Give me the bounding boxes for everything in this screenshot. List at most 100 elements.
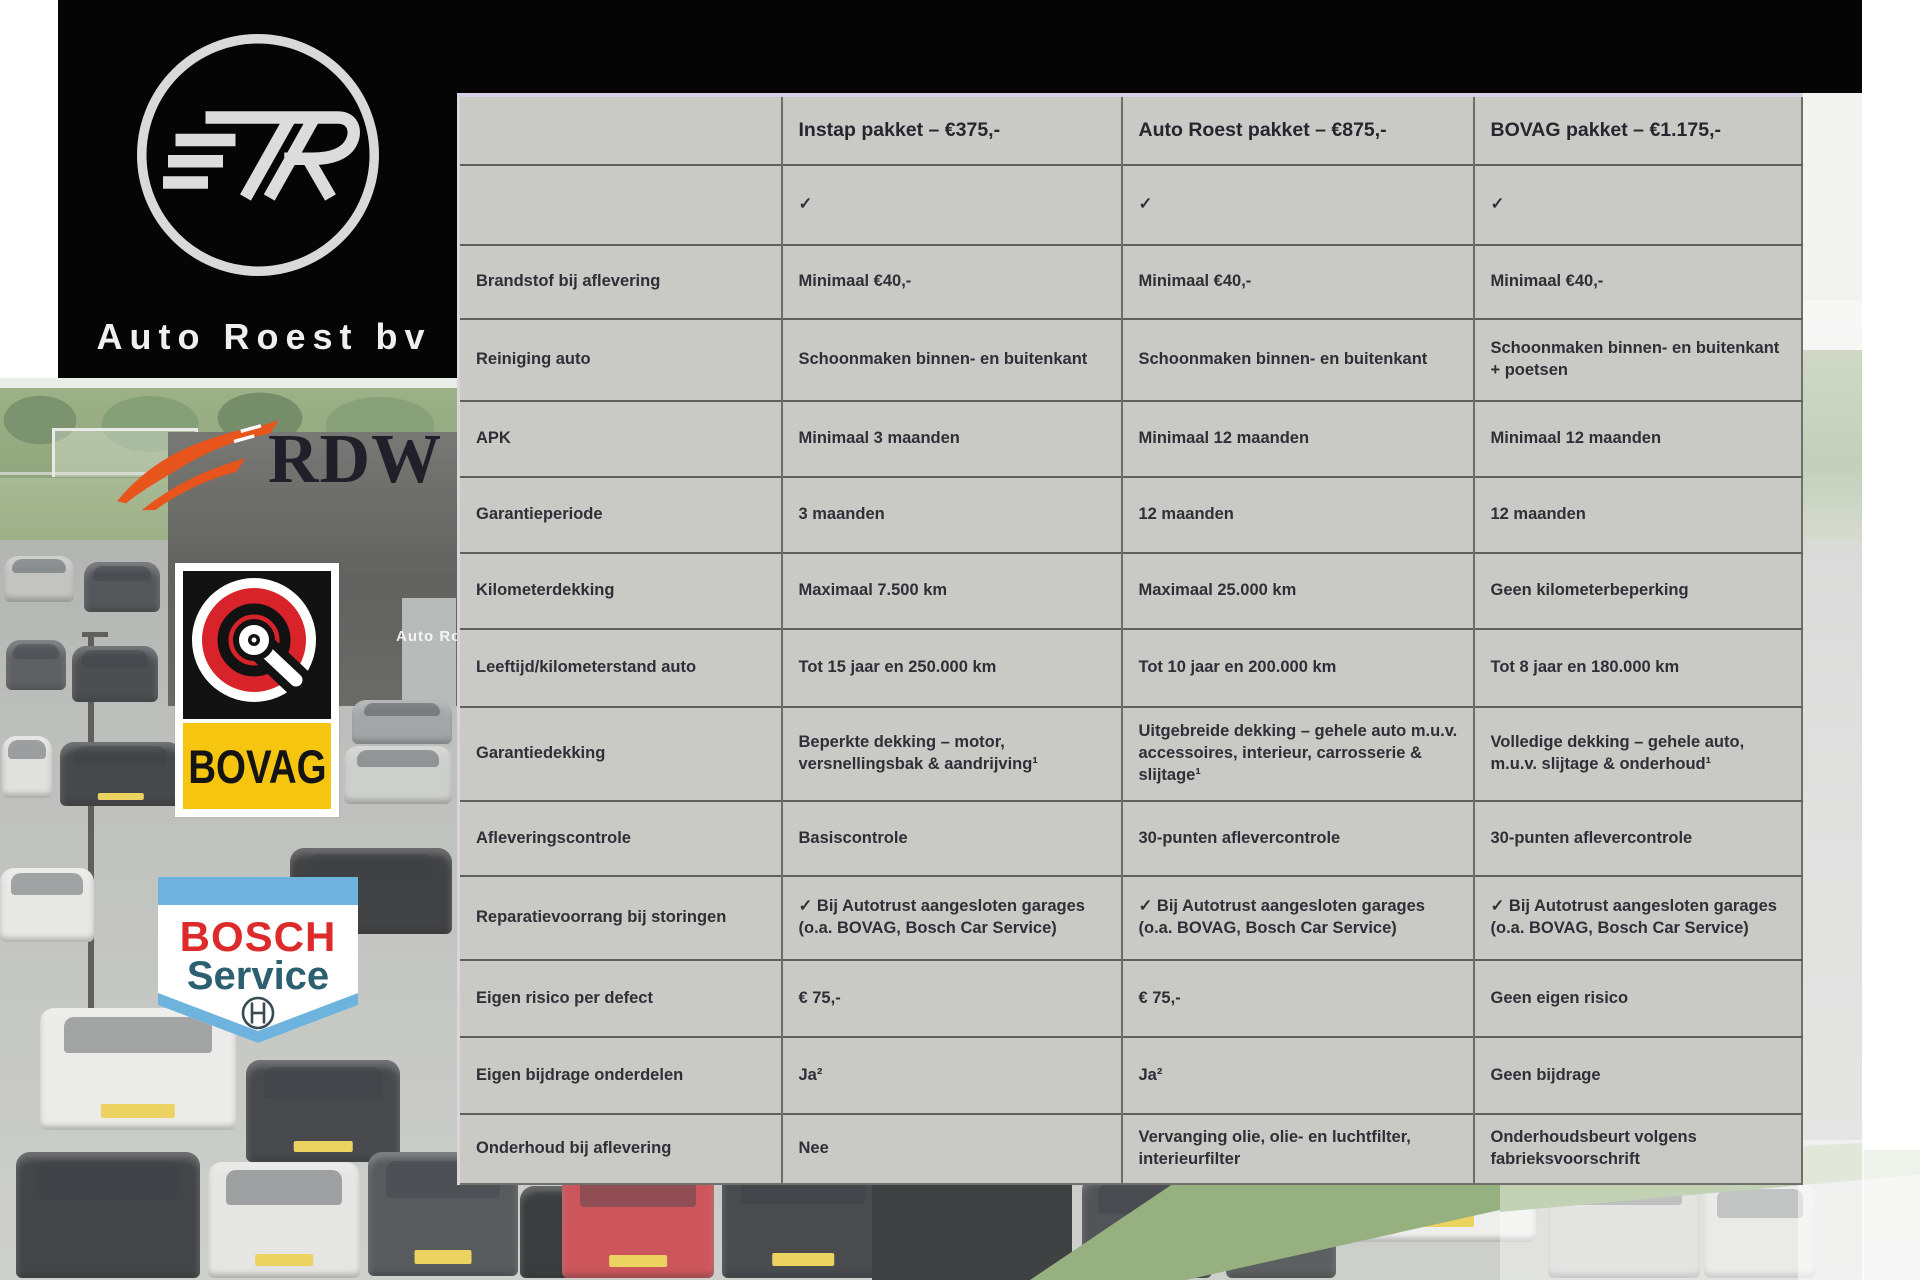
value-cell: Tot 15 jaar en 250.000 km: [780, 629, 1122, 707]
value-cell: Maximaal 25.000 km: [1120, 553, 1474, 629]
parked-car: [60, 742, 182, 806]
parked-car: [2, 736, 52, 798]
parked-car: [6, 640, 66, 690]
value-cell: € 75,-: [780, 960, 1122, 1037]
label-column-header: [459, 95, 782, 165]
value-cell: Basiscontrole: [780, 801, 1122, 876]
value-cell: 30-punten aflevercontrole: [1472, 801, 1802, 876]
value-cell: Minimaal €40,-: [1472, 245, 1802, 319]
bosch-wordmark: BOSCH: [180, 913, 337, 960]
value-cell: ✓ Bij Autotrust aangesloten garages (o.a…: [1472, 876, 1802, 960]
auto-roest-monogram-icon: [137, 34, 379, 276]
parked-car: [72, 646, 158, 702]
value-cell: Schoonmaken binnen- en buitenkant: [1120, 319, 1474, 401]
photo-fade-strip: [1798, 93, 1864, 1280]
parked-car: [40, 1008, 236, 1130]
photo-building-signage: Auto Ro: [396, 628, 462, 645]
value-cell: ✓: [780, 165, 1122, 245]
value-cell: Onderhoudsbeurt volgens fabrieksvoorschr…: [1472, 1114, 1802, 1184]
value-cell: Minimaal €40,-: [780, 245, 1122, 319]
value-cell: Geen kilometerbeperking: [1472, 553, 1802, 629]
bovag-record-icon: [183, 571, 331, 719]
left-margin-strip: [0, 0, 58, 378]
parked-car: [0, 868, 94, 942]
value-cell: ✓ Bij Autotrust aangesloten garages (o.a…: [780, 876, 1122, 960]
table-row: Reiniging auto Schoonmaken binnen- en bui…: [458, 319, 1802, 401]
table-row: Reparatievoorrang bij storingen ✓ Bij Aut…: [458, 876, 1802, 960]
value-cell: 12 maanden: [1120, 477, 1474, 553]
parked-car: [16, 1152, 200, 1278]
table-row: ✓ ✓ ✓: [458, 165, 1802, 245]
license-plate: [414, 1249, 472, 1264]
value-cell: Ja²: [780, 1037, 1122, 1114]
value-cell: Vervanging olie, olie- en luchtfilter, i…: [1120, 1114, 1474, 1184]
value-cell: € 75,-: [1120, 960, 1474, 1037]
row-label-cell: Afleveringscontrole: [476, 828, 631, 847]
row-label-cell: Onderhoud bij aflevering: [476, 1139, 672, 1158]
parked-car: [84, 562, 160, 612]
row-label-cell: Eigen risico per defect: [476, 988, 653, 1007]
row-label-cell: Eigen bijdrage onderdelen: [476, 1065, 684, 1084]
bosch-service-wordmark: Service: [187, 954, 329, 998]
bosch-armature-icon: [241, 996, 275, 1030]
value-cell: Geen eigen risico: [1472, 960, 1802, 1037]
license-plate: [100, 1104, 176, 1118]
parked-car: [1704, 1182, 1816, 1278]
value-cell: Nee: [780, 1114, 1122, 1184]
table-row: Brandstof bij aflevering Minimaal €40,- Mi…: [458, 245, 1802, 319]
photo-lamp-post: [82, 632, 108, 637]
license-plate: [293, 1140, 353, 1152]
value-cell: Minimaal €40,-: [1120, 245, 1474, 319]
parked-car: [344, 746, 452, 804]
table-row: Kilometerdekking Maximaal 7.500 km Maximaa…: [458, 553, 1802, 629]
row-label-cell: Kilometerdekking: [476, 581, 615, 600]
bovag-band: BOVAG: [183, 723, 331, 809]
package-column-header: Instap pakket – €375,-: [780, 95, 1122, 165]
rdw-swoosh-icon: [117, 420, 279, 511]
value-cell: Uitgebreide dekking – gehele auto m.u.v.…: [1120, 707, 1474, 801]
bovag-logo: BOVAG: [175, 563, 339, 817]
company-name: Auto Roest bv: [96, 316, 432, 357]
value-cell: Tot 8 jaar en 180.000 km: [1472, 629, 1802, 707]
rdw-wordmark: RDW: [268, 421, 443, 498]
value-cell: Minimaal 12 maanden: [1472, 401, 1802, 477]
row-label-cell: [459, 165, 782, 245]
parked-car: [208, 1162, 360, 1278]
right-margin-strip: [1862, 0, 1920, 1150]
value-cell: 12 maanden: [1472, 477, 1802, 553]
parked-car: [246, 1060, 400, 1162]
value-cell: Schoonmaken binnen- en buitenkant + poet…: [1472, 319, 1802, 401]
row-label-cell: Reparatievoorrang bij storingen: [476, 908, 727, 927]
license-plate: [609, 1254, 667, 1267]
table-row: Garantiedekking Beperkte dekking – motor,…: [458, 707, 1802, 801]
value-cell: Minimaal 3 maanden: [780, 401, 1122, 477]
value-cell: Schoonmaken binnen- en buitenkant: [780, 319, 1122, 401]
row-label-cell: Garantieperiode: [476, 505, 603, 524]
value-cell: Tot 10 jaar en 200.000 km: [1120, 629, 1474, 707]
table-row: Garantieperiode 3 maanden 12 maanden 12 maa…: [458, 477, 1802, 553]
parked-car: [4, 556, 74, 602]
row-label-cell: APK: [476, 429, 511, 448]
bovag-wordmark: BOVAG: [187, 739, 327, 793]
table-row: Afleveringscontrole Basiscontrole 30-punte…: [458, 801, 1802, 876]
parked-car: [352, 700, 452, 744]
table-row: Eigen bijdrage onderdelen Ja² Ja² Geen bijd…: [458, 1037, 1802, 1114]
value-cell: 30-punten aflevercontrole: [1120, 801, 1474, 876]
value-cell: Volledige dekking – gehele auto, m.u.v. …: [1472, 707, 1802, 801]
package-column-header: BOVAG pakket – €1.175,-: [1472, 95, 1802, 165]
row-label-cell: Reiniging auto: [476, 350, 591, 369]
auto-roest-logo-block: Auto Roest bv: [58, 0, 470, 378]
photo-showroom-entrance: [402, 598, 456, 706]
bosch-service-logo: BOSCH Service: [156, 875, 360, 1047]
table-row: Onderhoud bij aflevering Nee Vervanging ol…: [458, 1114, 1802, 1184]
value-cell: Minimaal 12 maanden: [1120, 401, 1474, 477]
package-comparison-table: Instap pakket – €375,- Auto Roest pakket …: [457, 93, 1803, 1185]
value-cell: ✓ Bij Autotrust aangesloten garages (o.a…: [1120, 876, 1474, 960]
value-cell: Geen bijdrage: [1472, 1037, 1802, 1114]
license-plate: [772, 1253, 834, 1267]
table-row: Leeftijd/kilometerstand auto Tot 15 jaar …: [458, 629, 1802, 707]
row-label-cell: Leeftijd/kilometerstand auto: [476, 658, 697, 677]
row-label-cell: Brandstof bij aflevering: [476, 272, 661, 291]
value-cell: Maximaal 7.500 km: [780, 553, 1122, 629]
